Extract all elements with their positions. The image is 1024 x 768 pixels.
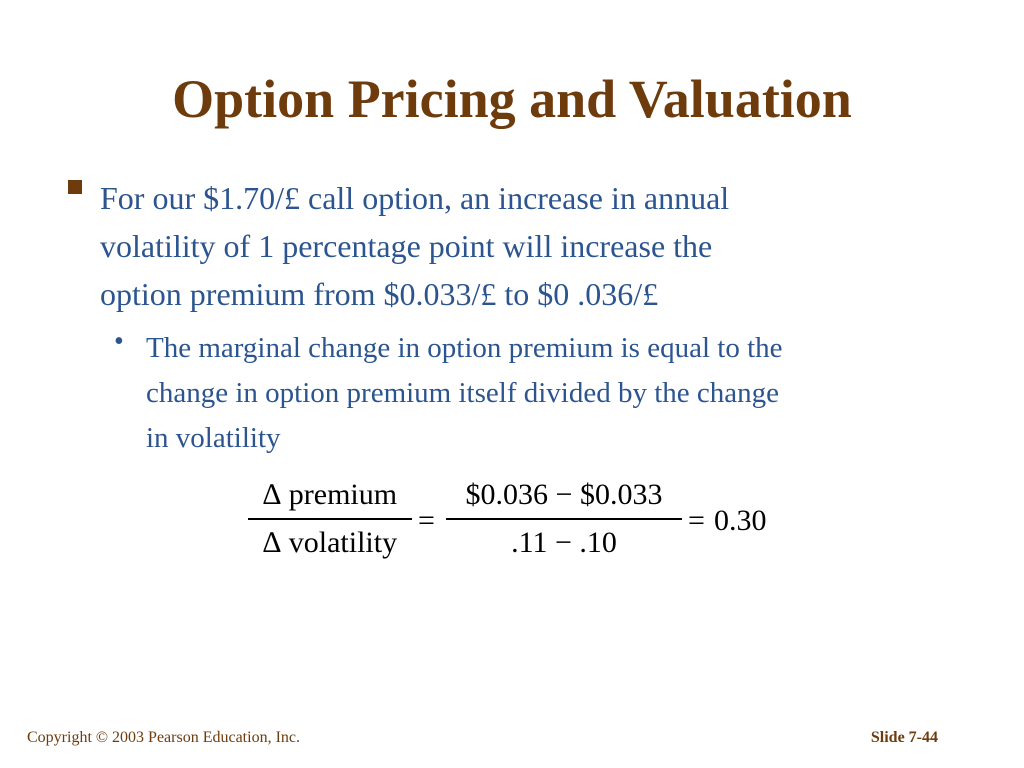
volatility-formula: ∆ premium ∆ volatility = $0.036 − $0.033…: [240, 478, 800, 578]
fraction-bar: [248, 518, 412, 520]
fraction-bar: [446, 518, 682, 520]
bullet-2-line: change in option premium itself divided …: [146, 377, 780, 409]
bullet-level-2: • The marginal change in option premium …: [114, 326, 994, 461]
rhs-numerator: $0.036 − $0.033: [465, 478, 663, 511]
bullet-2-line: The marginal change in option premium is…: [146, 332, 783, 364]
bullet-1-line: volatility of 1 percentage point will in…: [100, 228, 713, 264]
slide-number: Slide 7-44: [870, 729, 938, 746]
equals-sign: =: [688, 504, 705, 537]
dot-bullet-icon: •: [114, 326, 124, 357]
bullet-2-text: The marginal change in option premium is…: [146, 326, 994, 461]
bullet-1-line: For our $1.70/£ call option, an increase…: [100, 180, 730, 216]
bullet-2-line: in volatility: [146, 422, 281, 454]
equals-sign: =: [418, 504, 435, 537]
bullet-level-1: For our $1.70/£ call option, an increase…: [66, 174, 966, 318]
bullet-1-line: option premium from $0.033/£ to $0 .036/…: [100, 276, 659, 312]
lhs-numerator: ∆ premium: [262, 478, 398, 511]
formula-result: 0.30: [714, 504, 767, 537]
rhs-fraction: $0.036 − $0.033 .11 − .10: [446, 478, 682, 560]
lhs-denominator: ∆ volatility: [262, 526, 398, 559]
square-bullet-icon: [68, 180, 82, 194]
lhs-fraction: ∆ premium ∆ volatility: [248, 478, 412, 560]
rhs-denominator: .11 − .10: [511, 526, 617, 559]
copyright-footer: Copyright © 2003 Pearson Education, Inc.: [27, 729, 300, 746]
bullet-1-text: For our $1.70/£ call option, an increase…: [100, 174, 966, 318]
slide-title: Option Pricing and Valuation: [172, 69, 852, 129]
